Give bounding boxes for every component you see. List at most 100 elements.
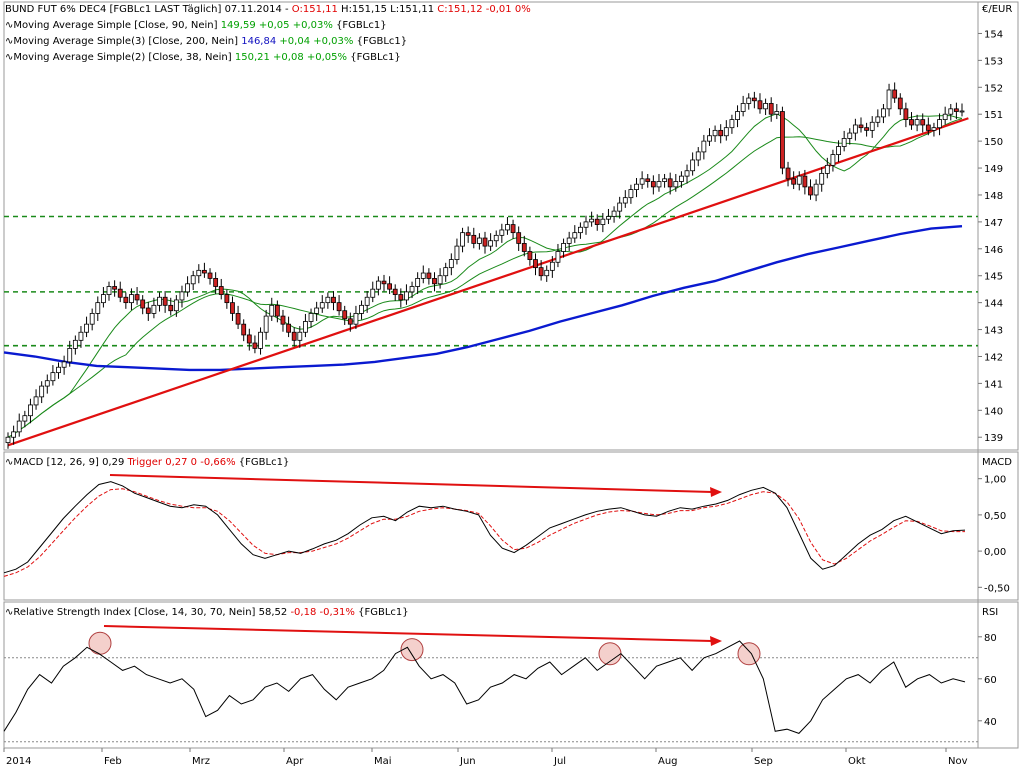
candle xyxy=(594,218,600,225)
change-value: -0,01 xyxy=(485,4,512,15)
macd-y-tick-label: -0,50 xyxy=(984,583,1010,594)
candle xyxy=(415,278,421,287)
candle xyxy=(117,288,123,298)
candle xyxy=(572,232,578,239)
macd-ric: {FGBLc1} xyxy=(238,457,290,468)
candle xyxy=(39,385,45,398)
candle xyxy=(914,119,920,126)
macd-line xyxy=(3,481,966,574)
candle xyxy=(735,111,740,120)
rsi-peak-marker xyxy=(400,638,424,662)
pane-frame xyxy=(3,1,1019,451)
x-tick-label: Okt xyxy=(848,756,866,767)
candle xyxy=(420,272,426,279)
candle xyxy=(634,183,639,190)
candle xyxy=(213,278,219,287)
candle xyxy=(185,283,190,293)
candle xyxy=(196,269,202,277)
study-value: 149,59 xyxy=(220,20,256,31)
candle xyxy=(224,294,230,304)
rsi-change-pct: -0,31% xyxy=(319,607,355,618)
macd-trigger-line xyxy=(3,488,965,577)
candle xyxy=(44,380,50,387)
candle xyxy=(841,138,847,147)
candle xyxy=(768,103,774,115)
candle xyxy=(824,164,830,174)
candle xyxy=(695,151,701,161)
rsi-change: -0,18 xyxy=(290,607,317,618)
rsi-line xyxy=(3,640,966,734)
candle xyxy=(869,121,875,131)
rsi-peak-marker xyxy=(737,642,761,666)
candle xyxy=(134,294,140,301)
candle xyxy=(381,280,387,285)
candle xyxy=(359,304,364,314)
x-tick-label: Feb xyxy=(104,756,122,767)
ma90-line xyxy=(7,118,963,438)
study-legend-ma90: ∿Moving Average Simple [Close, 90, Nein]… xyxy=(5,18,387,34)
candle xyxy=(673,181,679,188)
price-y-tick-label: 142 xyxy=(984,352,1003,363)
price-y-tick-label: 150 xyxy=(984,137,1003,148)
candle xyxy=(50,372,56,382)
macd-change: 0 xyxy=(190,457,198,468)
candle xyxy=(583,221,589,228)
candle xyxy=(28,404,33,417)
study-change: +0,04 xyxy=(279,36,311,47)
price-y-tick-label: 147 xyxy=(984,218,1003,229)
candle xyxy=(606,216,611,220)
price-y-tick-label: 149 xyxy=(984,164,1003,175)
candle xyxy=(364,296,370,306)
candle xyxy=(375,280,381,290)
rsi-axis-unit: RSI xyxy=(982,607,999,618)
candle xyxy=(258,331,263,349)
study-wave-icon: ∿ xyxy=(5,20,14,31)
low-value: L:151,11 xyxy=(390,4,435,15)
candle xyxy=(549,261,555,271)
candle xyxy=(269,304,275,317)
rsi-peak-marker xyxy=(88,631,112,655)
candle xyxy=(140,299,146,309)
rsi-divergence-arrowhead xyxy=(710,636,722,646)
candle xyxy=(84,323,89,333)
candle xyxy=(942,113,948,120)
candle xyxy=(650,181,656,188)
candle xyxy=(527,251,533,260)
study-wave-icon: ∿ xyxy=(5,607,14,618)
price-y-tick-label: 143 xyxy=(984,326,1003,337)
candle xyxy=(246,334,252,344)
candle xyxy=(78,331,84,341)
candle xyxy=(622,197,628,204)
candle xyxy=(448,259,454,269)
candle xyxy=(701,140,707,153)
candle xyxy=(173,299,179,312)
candle xyxy=(342,310,348,320)
candle xyxy=(499,229,505,236)
candle xyxy=(662,178,667,182)
candle xyxy=(589,218,595,223)
study-wave-icon: ∿ xyxy=(5,457,14,468)
study-name: Moving Average Simple [Close, 90, Nein] xyxy=(13,20,218,31)
x-tick-label: Aug xyxy=(658,756,678,767)
study-legend-ma38: ∿Moving Average Simple(2) [Close, 38, Ne… xyxy=(5,50,401,66)
candle xyxy=(437,275,443,285)
study-wave-icon: ∿ xyxy=(5,36,14,47)
candle xyxy=(465,232,471,236)
candle xyxy=(679,175,684,182)
rsi-y-tick-label: 60 xyxy=(984,675,997,686)
x-tick-label: Mrz xyxy=(192,756,210,767)
candle xyxy=(864,127,869,131)
candle xyxy=(230,302,235,314)
x-tick-label: Nov xyxy=(948,756,968,767)
candle xyxy=(101,294,106,304)
candle xyxy=(387,283,393,290)
candle xyxy=(331,296,336,304)
candle xyxy=(555,251,561,263)
candle xyxy=(611,210,617,217)
pane-frame xyxy=(3,601,1019,749)
candle xyxy=(67,348,73,363)
candle xyxy=(505,224,510,231)
candle xyxy=(95,302,101,314)
candle xyxy=(729,119,735,129)
